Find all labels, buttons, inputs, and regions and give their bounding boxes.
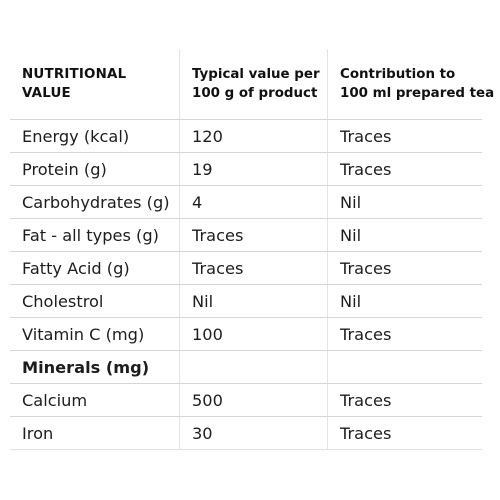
nutrient-name: Carbohydrates (g)	[22, 192, 170, 212]
value-per-100ml: Traces	[327, 417, 482, 449]
nutrient-name: Vitamin C (mg)	[22, 324, 145, 344]
section-label: Minerals (mg)	[22, 357, 150, 377]
table-row: Vitamin C (mg) 100 Traces	[10, 318, 482, 351]
header-contribution: Contribution to 100 ml prepared tea	[327, 49, 494, 119]
value-per-100ml: Nil	[327, 219, 482, 251]
value-per-100ml: Traces	[327, 252, 482, 284]
value-per-100g: 30	[179, 417, 327, 449]
nutrient-name: Cholestrol	[22, 291, 104, 311]
value-per-100ml: Nil	[327, 285, 482, 317]
table-row: Cholestrol Nil Nil	[10, 285, 482, 318]
table-row: Fat - all types (g) Traces Nil	[10, 219, 482, 252]
header-line: NUTRITIONAL	[22, 67, 127, 82]
nutrient-name: Fat - all types (g)	[22, 225, 159, 245]
value-per-100g: 19	[179, 153, 327, 185]
header-line: 100 g of product	[192, 86, 318, 101]
value-per-100ml	[327, 351, 482, 383]
value-per-100g: 4	[179, 186, 327, 218]
value-per-100g: 120	[179, 120, 327, 152]
value-per-100g: Traces	[179, 252, 327, 284]
value-per-100g: Nil	[179, 285, 327, 317]
value-per-100ml: Nil	[327, 186, 482, 218]
table-row: Iron 30 Traces	[10, 417, 482, 450]
nutrition-table: NUTRITIONAL VALUE Typical value per 100 …	[10, 49, 494, 450]
nutrient-name: Calcium	[22, 390, 88, 410]
nutrient-name: Energy (kcal)	[22, 126, 130, 146]
value-per-100g: 100	[179, 318, 327, 350]
table-row: Fatty Acid (g) Traces Traces	[10, 252, 482, 285]
table-row: Energy (kcal) 120 Traces	[10, 120, 482, 153]
value-per-100ml: Traces	[327, 120, 482, 152]
table-header-row: NUTRITIONAL VALUE Typical value per 100 …	[10, 49, 494, 120]
header-line: Contribution to	[340, 67, 456, 82]
nutrient-name: Fatty Acid (g)	[22, 258, 130, 278]
table-row-section: Minerals (mg)	[10, 351, 482, 384]
header-line: 100 ml prepared tea	[340, 86, 495, 101]
value-per-100ml: Traces	[327, 384, 482, 416]
nutrient-name: Iron	[22, 423, 54, 443]
value-per-100ml: Traces	[327, 318, 482, 350]
header-line: Typical value per	[192, 67, 320, 82]
table-row: Protein (g) 19 Traces	[10, 153, 482, 186]
table-row: Calcium 500 Traces	[10, 384, 482, 417]
header-typical-value: Typical value per 100 g of product	[179, 49, 327, 119]
nutrient-name: Protein (g)	[22, 159, 107, 179]
value-per-100g: Traces	[179, 219, 327, 251]
value-per-100ml: Traces	[327, 153, 482, 185]
value-per-100g	[179, 351, 327, 383]
header-line: VALUE	[22, 86, 71, 101]
value-per-100g: 500	[179, 384, 327, 416]
header-nutritional-value: NUTRITIONAL VALUE	[10, 49, 179, 119]
table-row: Carbohydrates (g) 4 Nil	[10, 186, 482, 219]
